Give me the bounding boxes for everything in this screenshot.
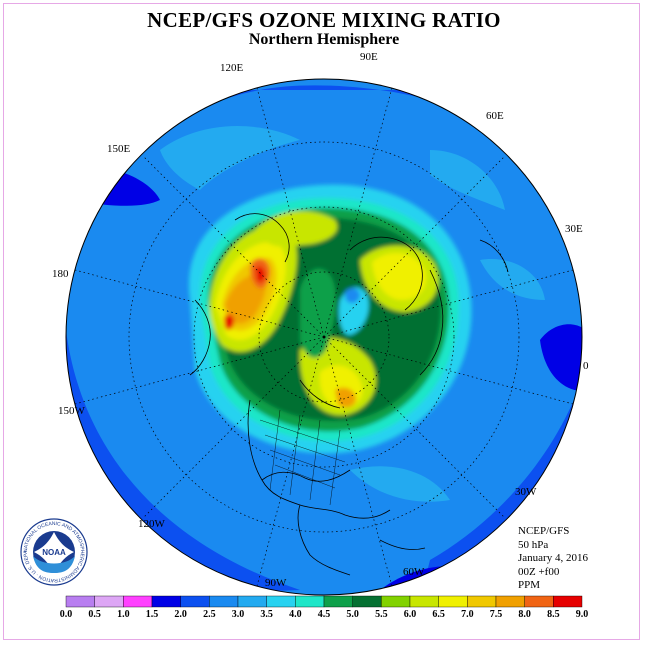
us-border-rows (259, 419, 351, 489)
colorbar-swatch (209, 595, 239, 608)
colorbar-swatch (94, 595, 124, 608)
colorbar-tick-label: 6.5 (432, 609, 445, 620)
field-lobe-east-65 (372, 252, 427, 300)
colorbar-swatch (266, 595, 296, 608)
info-time: 00Z +f00 (518, 565, 560, 578)
lon-label-150w: 150W (58, 405, 85, 417)
latitude-circle-60 (193, 206, 455, 468)
colorbar-tick-label: 5.5 (375, 609, 388, 620)
map-subtitle: Northern Hemisphere (248, 31, 400, 48)
field-patch-4 (350, 466, 450, 502)
info-level: 50 hPa (518, 538, 549, 551)
graticule (74, 87, 574, 587)
colorbar-swatch (524, 595, 554, 608)
lon-label-150e: 150E (107, 143, 131, 155)
coast-great-lakes (261, 469, 351, 482)
map-boundary (65, 78, 583, 596)
field-vortex-a (300, 268, 336, 358)
colorbar-swatch (123, 595, 153, 608)
colorbar-swatch (438, 595, 468, 608)
colorbar-tick-label: 5.0 (346, 609, 359, 620)
colorbar-swatch (553, 595, 583, 608)
colorbar-tick-label: 8.5 (547, 609, 560, 620)
us-border-cols (269, 409, 341, 506)
field-vortex-c (345, 288, 360, 304)
colorbar-swatch (237, 595, 267, 608)
field-max-a-core (256, 266, 265, 283)
lon-label-60w: 60W (403, 566, 425, 578)
noaa-logo-water (33, 556, 75, 573)
field-lobe-south-75 (335, 387, 356, 408)
figure-frame (3, 3, 640, 640)
info-block: NCEP/GFS 50 hPa January 4, 2016 00Z +f00… (518, 525, 588, 593)
latitude-circle-75 (258, 271, 390, 403)
coast-siberia (234, 213, 290, 263)
lon-label-180: 180 (52, 268, 69, 280)
colorbar-tick-label: 2.0 (174, 609, 187, 620)
colorbar-swatch (180, 595, 210, 608)
coast-gulf (297, 504, 351, 576)
colorbar-tick-label: 7.5 (489, 609, 503, 620)
colorbar-tick-label: 2.5 (203, 609, 216, 620)
colorbar-tick-label: 8.0 (518, 609, 531, 620)
colorbar-tick-label: 4.5 (317, 609, 331, 620)
coast-north-america (247, 399, 391, 519)
lon-label-30w: 30W (515, 486, 537, 498)
noaa-logo-bird (34, 532, 74, 573)
colorbar-tick-label: 7.0 (461, 609, 474, 620)
info-source: NCEP/GFS (518, 525, 570, 537)
colorbar-tick-label: 3.5 (260, 609, 273, 620)
us-borders (259, 409, 351, 506)
colorbar-tick-label: 1.0 (117, 609, 130, 620)
field-patch-3 (480, 259, 545, 300)
colorbar-tick-label: 4.0 (289, 609, 302, 620)
colorbar-swatch (352, 595, 382, 608)
map-title: NCEP/GFS OZONE MIXING RATIO (147, 8, 501, 32)
field-patch-1 (160, 126, 300, 190)
colorbar-tick-label: 0.5 (88, 609, 101, 620)
colorbar-tick-label: 1.5 (145, 609, 159, 620)
coast-scandinavia (349, 236, 423, 311)
colorbar-tick-label: 6.0 (403, 609, 417, 620)
colorbar-swatch (151, 595, 181, 608)
field-lobe-north-60 (255, 211, 338, 247)
colorbar-swatch (495, 595, 525, 608)
colorbar-tick-label: 0.0 (59, 609, 73, 620)
colorbar-tick-label: 9.0 (575, 609, 589, 620)
field-max-b (224, 314, 234, 330)
field-deep-east (540, 324, 582, 391)
colorbar (65, 595, 583, 608)
colorbar-tick-label: 3.0 (231, 609, 245, 620)
lon-label-120e: 120E (220, 62, 244, 74)
colorbar-swatch (295, 595, 325, 608)
colorbar-swatch (409, 595, 439, 608)
coast-greenland (299, 379, 341, 409)
colorbar-swatch (467, 595, 497, 608)
colorbar-swatch (381, 595, 411, 608)
noaa-logo-text: NOAA (42, 548, 66, 557)
lon-label-90e: 90E (360, 51, 378, 63)
field-lobe-west-75 (225, 273, 266, 324)
lon-label-120w: 120W (138, 518, 165, 530)
info-date: January 4, 2016 (518, 552, 588, 564)
lon-label-90w: 90W (265, 577, 287, 589)
latitude-circle-45 (128, 141, 520, 533)
colorbar-swatch (323, 595, 353, 608)
coast-caspian (479, 239, 509, 273)
noaa-logo: NATIONAL OCEANIC AND ATMOSPHERIC ADMINIS… (20, 518, 88, 586)
info-unit: PPM (518, 579, 541, 591)
coast-bering (189, 299, 211, 376)
field-patch-2 (430, 150, 505, 210)
colorbar-swatch (65, 595, 95, 608)
coastlines (189, 213, 509, 576)
lon-label-60e: 60E (486, 110, 504, 122)
ozone-field (66, 79, 582, 595)
lon-label-30e: 30E (565, 223, 583, 235)
coast-caribbean (379, 539, 426, 550)
lon-label-0: 0 (583, 360, 589, 372)
